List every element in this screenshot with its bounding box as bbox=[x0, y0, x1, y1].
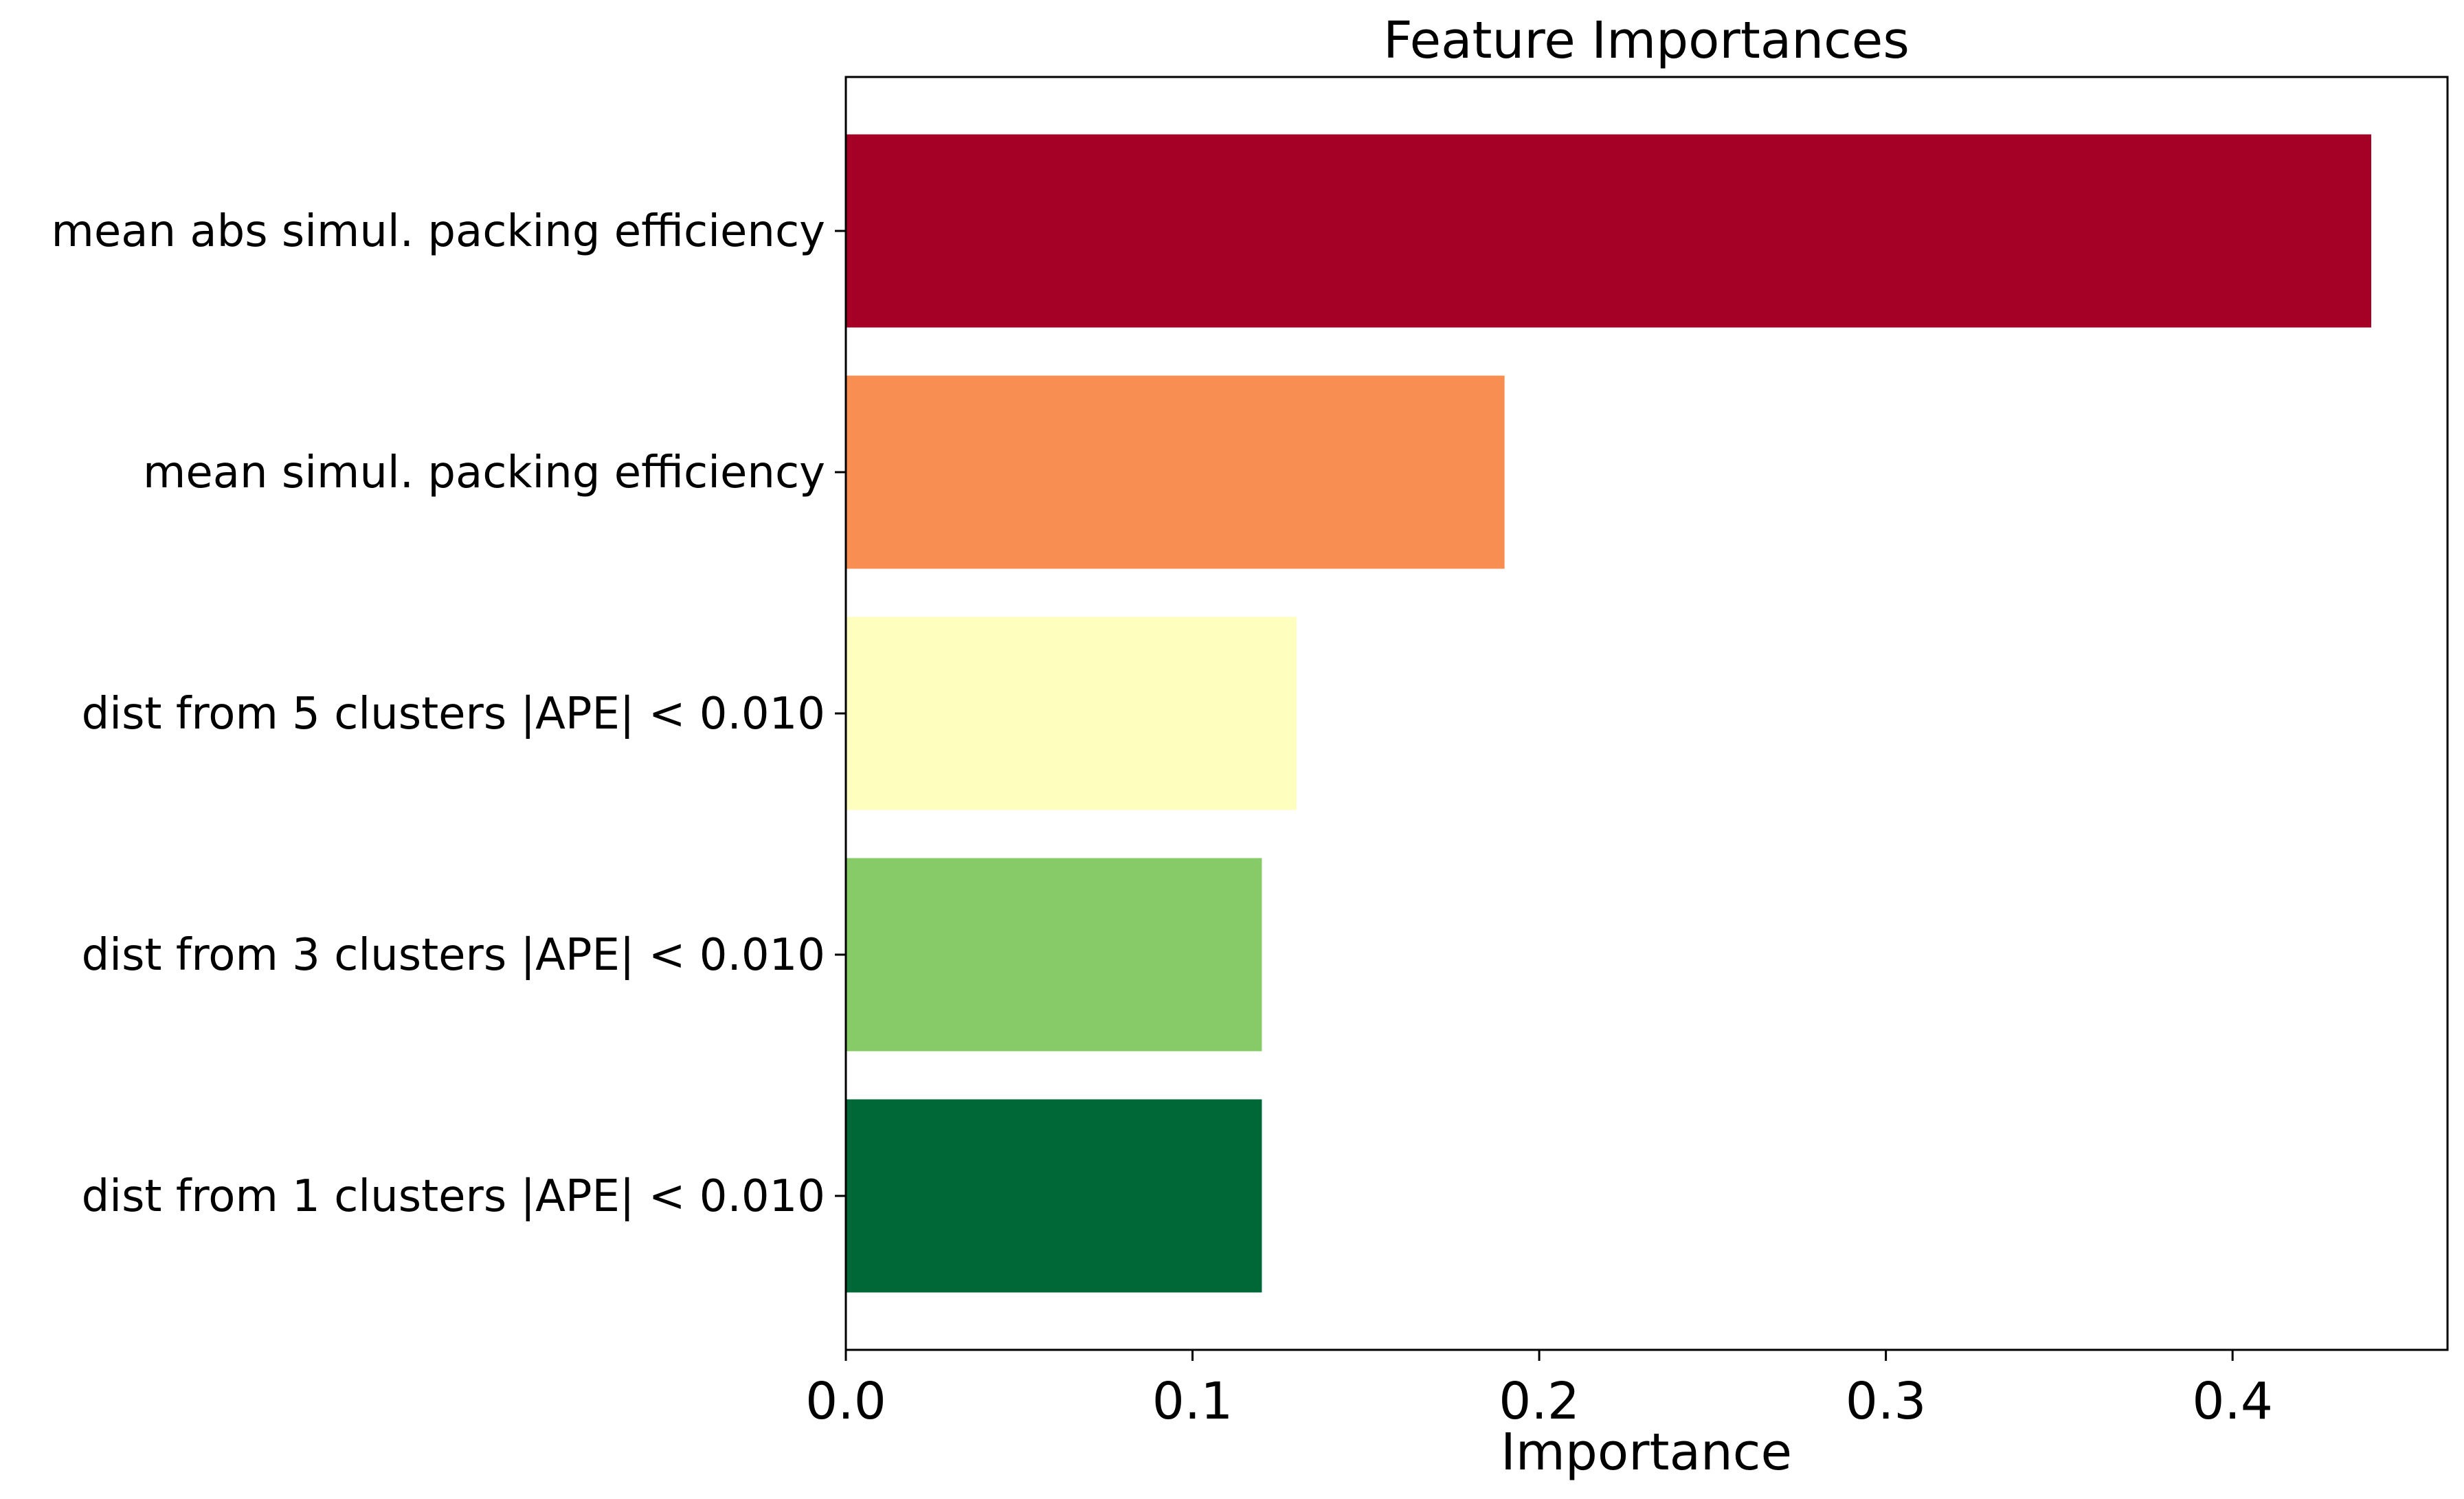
plot-frame bbox=[844, 76, 2449, 1351]
y-tick-label: mean simul. packing efficiency bbox=[143, 447, 825, 498]
x-axis: 0.0 0.1 0.2 0.3 0.4 bbox=[805, 1350, 2273, 1431]
bar-4 bbox=[846, 858, 1262, 1052]
x-tick-label: 0.3 bbox=[1846, 1372, 1927, 1431]
chart-title: Feature Importances bbox=[1383, 11, 1909, 70]
bar-3 bbox=[846, 617, 1297, 810]
bar-5 bbox=[846, 1099, 1262, 1293]
y-tick-label: mean abs simul. packing efficiency bbox=[52, 206, 826, 257]
y-tick-label: dist from 1 clusters |APE| < 0.010 bbox=[82, 1171, 825, 1222]
x-tick-label: 0.4 bbox=[2192, 1372, 2273, 1431]
x-tick-label: 0.1 bbox=[1152, 1372, 1233, 1431]
x-tick-label: 0.0 bbox=[805, 1372, 886, 1431]
x-axis-title: Importance bbox=[1501, 1423, 1792, 1482]
y-tick-label: dist from 3 clusters |APE| < 0.010 bbox=[82, 930, 825, 981]
y-axis: mean abs simul. packing efficiency mean s… bbox=[52, 206, 846, 1222]
bar-2 bbox=[846, 375, 1505, 569]
bar-1 bbox=[846, 134, 2371, 328]
x-tick-label: 0.2 bbox=[1499, 1372, 1580, 1431]
y-tick-label: dist from 5 clusters |APE| < 0.010 bbox=[82, 689, 825, 740]
bars-layer bbox=[846, 134, 2371, 1293]
